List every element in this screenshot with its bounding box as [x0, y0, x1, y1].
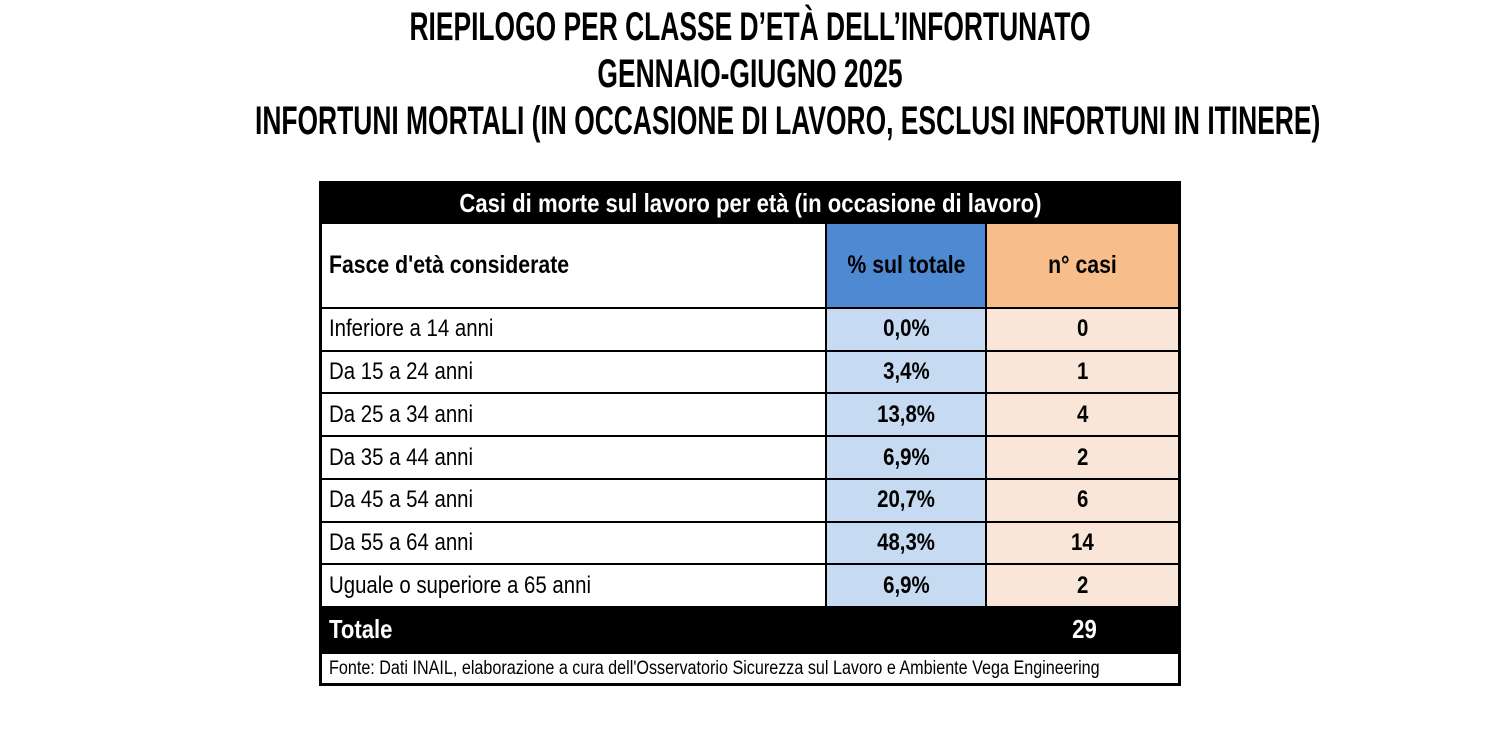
age-label-cell: Da 15 a 24 anni	[322, 351, 827, 393]
total-label: Totale	[329, 613, 393, 644]
source-text: Fonte: Dati INAIL, elaborazione a cura d…	[329, 657, 1100, 679]
age-label-cell: Da 35 a 44 anni	[322, 437, 827, 478]
age-label-cell: Inferiore a 14 anni	[322, 309, 827, 350]
cases-cell: 14	[987, 522, 1178, 564]
age-label-cell: Da 55 a 64 anni	[322, 522, 827, 564]
table-row-55-64: Da 55 a 64 anni 48,3% 14	[322, 522, 1178, 566]
column-header-cases: n° casi	[987, 224, 1178, 307]
cases-cell: 6	[987, 479, 1178, 521]
table-caption: Casi di morte sul lavoro per età (in occ…	[458, 187, 1042, 218]
pct-cell: 0,0%	[827, 309, 987, 350]
age-label-cell: Da 45 a 54 anni	[322, 479, 827, 521]
table-source-row: Fonte: Dati INAIL, elaborazione a cura d…	[322, 652, 1178, 683]
pct-cell: 13,8%	[827, 394, 987, 436]
cases-cell: 1	[987, 351, 1178, 393]
table-row-15-24: Da 15 a 24 anni 3,4% 1	[322, 351, 1178, 395]
table-body: Inferiore a 14 anni 0,0% 0 Da 15 a 24 an…	[322, 309, 1178, 607]
table-total-row: Totale 29	[322, 606, 1178, 652]
table-row-65-plus: Uguale o superiore a 65 anni 6,9% 2	[322, 565, 1178, 607]
cases-cell: 4	[987, 394, 1178, 436]
table-row-under-14: Inferiore a 14 anni 0,0% 0	[322, 309, 1178, 352]
table-header-row: Fasce d'età considerate % sul totale n° …	[322, 224, 1178, 309]
table-row-25-34: Da 25 a 34 anni 13,8% 4	[322, 394, 1178, 438]
total-cases-value: 29	[1072, 613, 1097, 644]
fatalities-by-age-table: Casi di morte sul lavoro per età (in occ…	[319, 181, 1181, 686]
page-title: RIEPILOGO PER CLASSE D’ETÀ DELL’INFORTUN…	[0, 4, 1500, 145]
page-title-line-1: RIEPILOGO PER CLASSE D’ETÀ DELL’INFORTUN…	[409, 5, 1091, 49]
pct-cell: 48,3%	[827, 522, 987, 564]
page-title-line-3: INFORTUNI MORTALI (IN OCCASIONE DI LAVOR…	[254, 99, 1321, 143]
table-caption-band: Casi di morte sul lavoro per età (in occ…	[322, 184, 1178, 224]
cases-cell: 2	[987, 565, 1178, 607]
age-label-cell: Da 25 a 34 anni	[322, 394, 827, 436]
table-row-45-54: Da 45 a 54 anni 20,7% 6	[322, 479, 1178, 523]
age-label-cell: Uguale o superiore a 65 anni	[322, 565, 827, 607]
pct-cell: 6,9%	[827, 437, 987, 478]
pct-cell: 6,9%	[827, 565, 987, 607]
table-row-35-44: Da 35 a 44 anni 6,9% 2	[322, 437, 1178, 480]
column-header-age: Fasce d'età considerate	[322, 224, 827, 307]
pct-cell: 3,4%	[827, 351, 987, 393]
page-title-line-2: GENNAIO-GIUGNO 2025	[597, 52, 903, 96]
cases-cell: 0	[987, 309, 1178, 350]
column-header-pct: % sul totale	[827, 224, 987, 307]
cases-cell: 2	[987, 437, 1178, 478]
pct-cell: 20,7%	[827, 479, 987, 521]
